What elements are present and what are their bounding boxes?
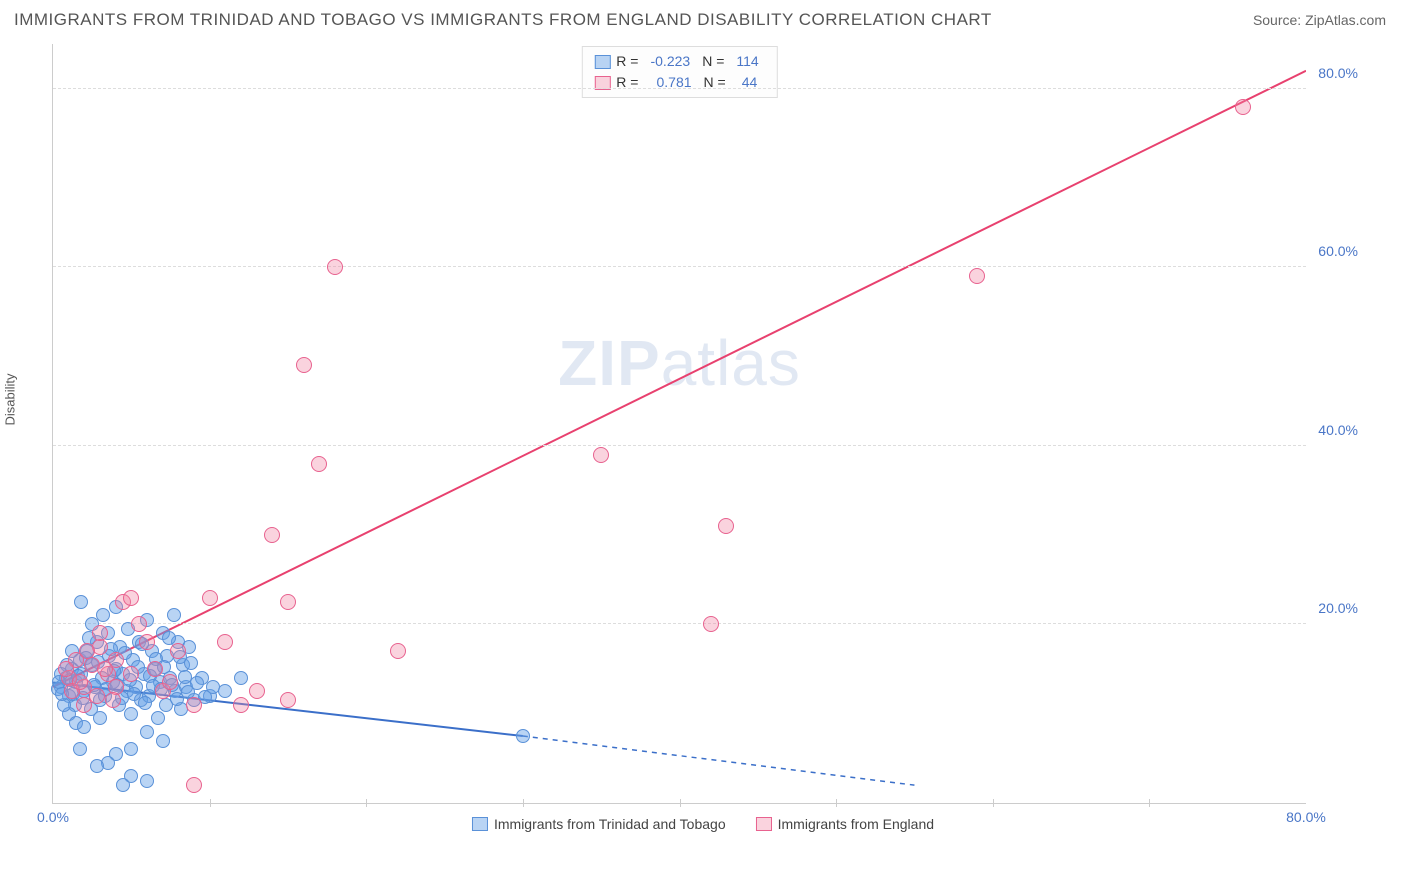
y-tick-label: 80.0% <box>1318 65 1358 81</box>
scatter-point <box>77 720 91 734</box>
scatter-point <box>116 778 130 792</box>
n-value: 114 <box>736 51 758 72</box>
gridline <box>53 623 1306 624</box>
x-tick-mark <box>210 799 211 807</box>
scatter-point <box>89 688 105 704</box>
x-tick-mark <box>993 799 994 807</box>
scatter-point <box>124 707 138 721</box>
watermark: ZIPatlas <box>558 326 801 400</box>
chart-area: Disability ZIPatlas R = -0.223 N = 114 R… <box>40 44 1366 844</box>
scatter-point <box>167 608 181 622</box>
scatter-point <box>93 711 107 725</box>
series-legend: Immigrants from Trinidad and Tobago Immi… <box>472 816 934 832</box>
scatter-point <box>184 656 198 670</box>
scatter-point <box>105 692 121 708</box>
scatter-point <box>140 774 154 788</box>
scatter-point <box>123 666 139 682</box>
scatter-point <box>217 634 233 650</box>
scatter-point <box>186 777 202 793</box>
chart-title: IMMIGRANTS FROM TRINIDAD AND TOBAGO VS I… <box>14 10 992 30</box>
scatter-point <box>280 692 296 708</box>
x-tick-mark <box>680 799 681 807</box>
r-label: R = <box>616 72 638 93</box>
scatter-point <box>249 683 265 699</box>
source-attribution: Source: ZipAtlas.com <box>1253 12 1386 28</box>
scatter-point <box>96 608 110 622</box>
scatter-point <box>170 643 186 659</box>
scatter-point <box>58 661 74 677</box>
scatter-point <box>72 674 88 690</box>
scatter-point <box>139 634 155 650</box>
scatter-point <box>90 759 104 773</box>
scatter-point <box>327 259 343 275</box>
scatter-point <box>202 590 218 606</box>
swatch-icon <box>594 55 610 69</box>
scatter-point <box>162 631 176 645</box>
scatter-point <box>703 616 719 632</box>
scatter-point <box>390 643 406 659</box>
x-tick-label: 80.0% <box>1286 809 1326 825</box>
gridline <box>53 266 1306 267</box>
n-label: N = <box>702 51 724 72</box>
y-tick-label: 60.0% <box>1318 243 1358 259</box>
scatter-point <box>234 671 248 685</box>
scatter-point <box>131 616 147 632</box>
legend-row: R = -0.223 N = 114 <box>594 51 764 72</box>
swatch-icon <box>472 817 488 831</box>
correlation-legend: R = -0.223 N = 114 R = 0.781 N = 44 <box>581 46 777 98</box>
scatter-point <box>516 729 530 743</box>
scatter-point <box>124 742 138 756</box>
x-tick-mark <box>836 799 837 807</box>
trend-lines <box>53 44 1306 803</box>
scatter-point <box>1235 99 1251 115</box>
y-tick-label: 40.0% <box>1318 422 1358 438</box>
scatter-point <box>296 357 312 373</box>
n-value: 44 <box>742 72 758 93</box>
swatch-icon <box>756 817 772 831</box>
scatter-point <box>186 697 202 713</box>
scatter-point <box>233 697 249 713</box>
scatter-point <box>140 725 154 739</box>
scatter-point <box>162 674 178 690</box>
r-label: R = <box>616 51 638 72</box>
scatter-point <box>280 594 296 610</box>
scatter-point <box>190 676 204 690</box>
x-tick-mark <box>1149 799 1150 807</box>
x-tick-mark <box>366 799 367 807</box>
scatter-point <box>718 518 734 534</box>
x-tick-mark <box>523 799 524 807</box>
series-name: Immigrants from England <box>778 816 934 832</box>
series-name: Immigrants from Trinidad and Tobago <box>494 816 726 832</box>
y-axis-label: Disability <box>3 373 18 425</box>
scatter-point <box>593 447 609 463</box>
r-value: -0.223 <box>650 51 690 72</box>
y-tick-label: 20.0% <box>1318 600 1358 616</box>
plot-region: ZIPatlas R = -0.223 N = 114 R = 0.781 N … <box>52 44 1306 804</box>
legend-item: Immigrants from Trinidad and Tobago <box>472 816 726 832</box>
gridline <box>53 88 1306 89</box>
scatter-point <box>79 643 95 659</box>
scatter-point <box>123 590 139 606</box>
gridline <box>53 445 1306 446</box>
n-label: N = <box>704 72 726 93</box>
scatter-point <box>97 661 113 677</box>
scatter-point <box>156 734 170 748</box>
scatter-point <box>969 268 985 284</box>
legend-row: R = 0.781 N = 44 <box>594 72 764 93</box>
scatter-point <box>73 742 87 756</box>
scatter-point <box>92 625 108 641</box>
scatter-point <box>74 595 88 609</box>
x-tick-label: 0.0% <box>37 809 69 825</box>
scatter-point <box>264 527 280 543</box>
legend-item: Immigrants from England <box>756 816 934 832</box>
scatter-point <box>218 684 232 698</box>
scatter-point <box>147 661 163 677</box>
scatter-point <box>138 696 152 710</box>
r-value: 0.781 <box>656 72 691 93</box>
scatter-point <box>151 711 165 725</box>
scatter-point <box>311 456 327 472</box>
